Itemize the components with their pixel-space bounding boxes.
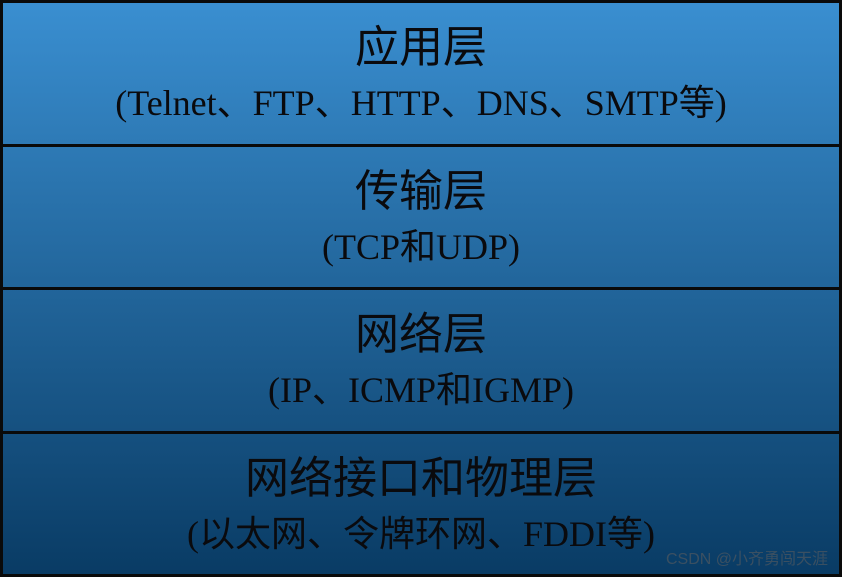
network-layer-stack: 应用层 (Telnet、FTP、HTTP、DNS、SMTP等) 传输层 (TCP…: [0, 0, 842, 577]
layer-title: 网络层: [355, 307, 487, 362]
layer-transport: 传输层 (TCP和UDP): [0, 147, 842, 291]
layer-network: 网络层 (IP、ICMP和IGMP): [0, 290, 842, 434]
layer-title: 应用层: [355, 20, 487, 75]
layer-title: 网络接口和物理层: [245, 451, 597, 506]
layer-protocols: (以太网、令牌环网、FDDI等): [187, 512, 655, 557]
layer-link-physical: 网络接口和物理层 (以太网、令牌环网、FDDI等): [0, 434, 842, 577]
layer-protocols: (IP、ICMP和IGMP): [268, 368, 574, 413]
layer-application: 应用层 (Telnet、FTP、HTTP、DNS、SMTP等): [0, 0, 842, 147]
layer-title: 传输层: [355, 164, 487, 219]
layer-protocols: (TCP和UDP): [322, 225, 520, 270]
layer-protocols: (Telnet、FTP、HTTP、DNS、SMTP等): [115, 81, 727, 126]
